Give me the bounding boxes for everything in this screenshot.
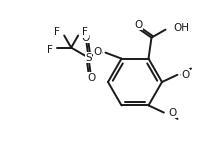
- Text: O: O: [134, 20, 143, 30]
- Text: O: O: [168, 108, 176, 118]
- Text: F: F: [82, 28, 88, 37]
- Text: OH: OH: [173, 23, 189, 33]
- Text: O: O: [87, 73, 96, 83]
- Text: O: O: [81, 33, 90, 43]
- Text: F: F: [54, 28, 60, 37]
- Text: O: O: [93, 47, 101, 57]
- Text: F: F: [47, 45, 53, 55]
- Text: O: O: [181, 70, 190, 80]
- Text: S: S: [85, 53, 92, 63]
